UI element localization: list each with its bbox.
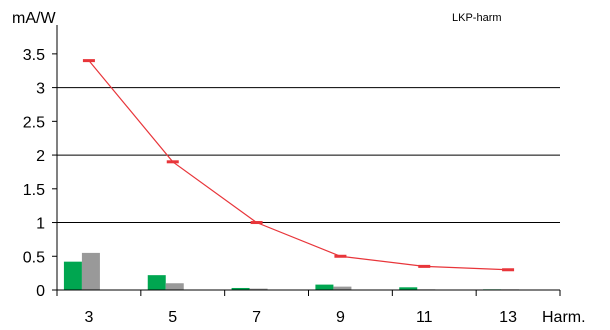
bar — [165, 283, 184, 290]
x-tick-label: 3 — [84, 309, 93, 326]
bar — [249, 288, 268, 290]
y-tick-label: 0.5 — [23, 249, 45, 266]
y-tick-label: 3.5 — [23, 47, 45, 64]
y-tick-label: 2 — [36, 148, 45, 165]
bars — [63, 252, 520, 290]
bar — [147, 275, 166, 290]
line-point — [250, 221, 263, 225]
y-tick-label: 1.5 — [23, 182, 45, 199]
x-tick-label: 5 — [168, 309, 177, 326]
y-tick-label: 0 — [36, 283, 45, 300]
bar — [63, 261, 82, 290]
axes — [52, 25, 561, 296]
y-axis-label: mA/W — [12, 10, 56, 27]
x-tick-label: 13 — [499, 309, 517, 326]
chart-title: LKP-harm — [452, 12, 502, 24]
y-tick-label: 1 — [36, 216, 45, 233]
tick-labels: 0 0.5 1 1.5 2 2.5 3 3.5 3 5 7 9 11 13 — [23, 47, 517, 326]
bar — [399, 287, 418, 290]
line-path — [88, 60, 509, 271]
x-axis-label: Harm. — [542, 309, 586, 326]
y-tick-label: 3 — [36, 81, 45, 98]
bar — [81, 252, 100, 290]
line-series — [82, 59, 515, 272]
bar — [231, 287, 250, 290]
gridlines — [57, 87, 560, 224]
line-point — [82, 59, 95, 63]
x-tick-label: 9 — [336, 309, 345, 326]
x-tick-label: 7 — [252, 309, 261, 326]
y-tick-label: 2.5 — [23, 114, 45, 131]
bar — [315, 284, 334, 290]
line-point — [334, 254, 347, 258]
line-point — [166, 160, 179, 164]
line-point — [502, 268, 515, 272]
x-tick-label: 11 — [416, 309, 433, 326]
bar — [333, 286, 352, 290]
line-point — [418, 264, 431, 268]
